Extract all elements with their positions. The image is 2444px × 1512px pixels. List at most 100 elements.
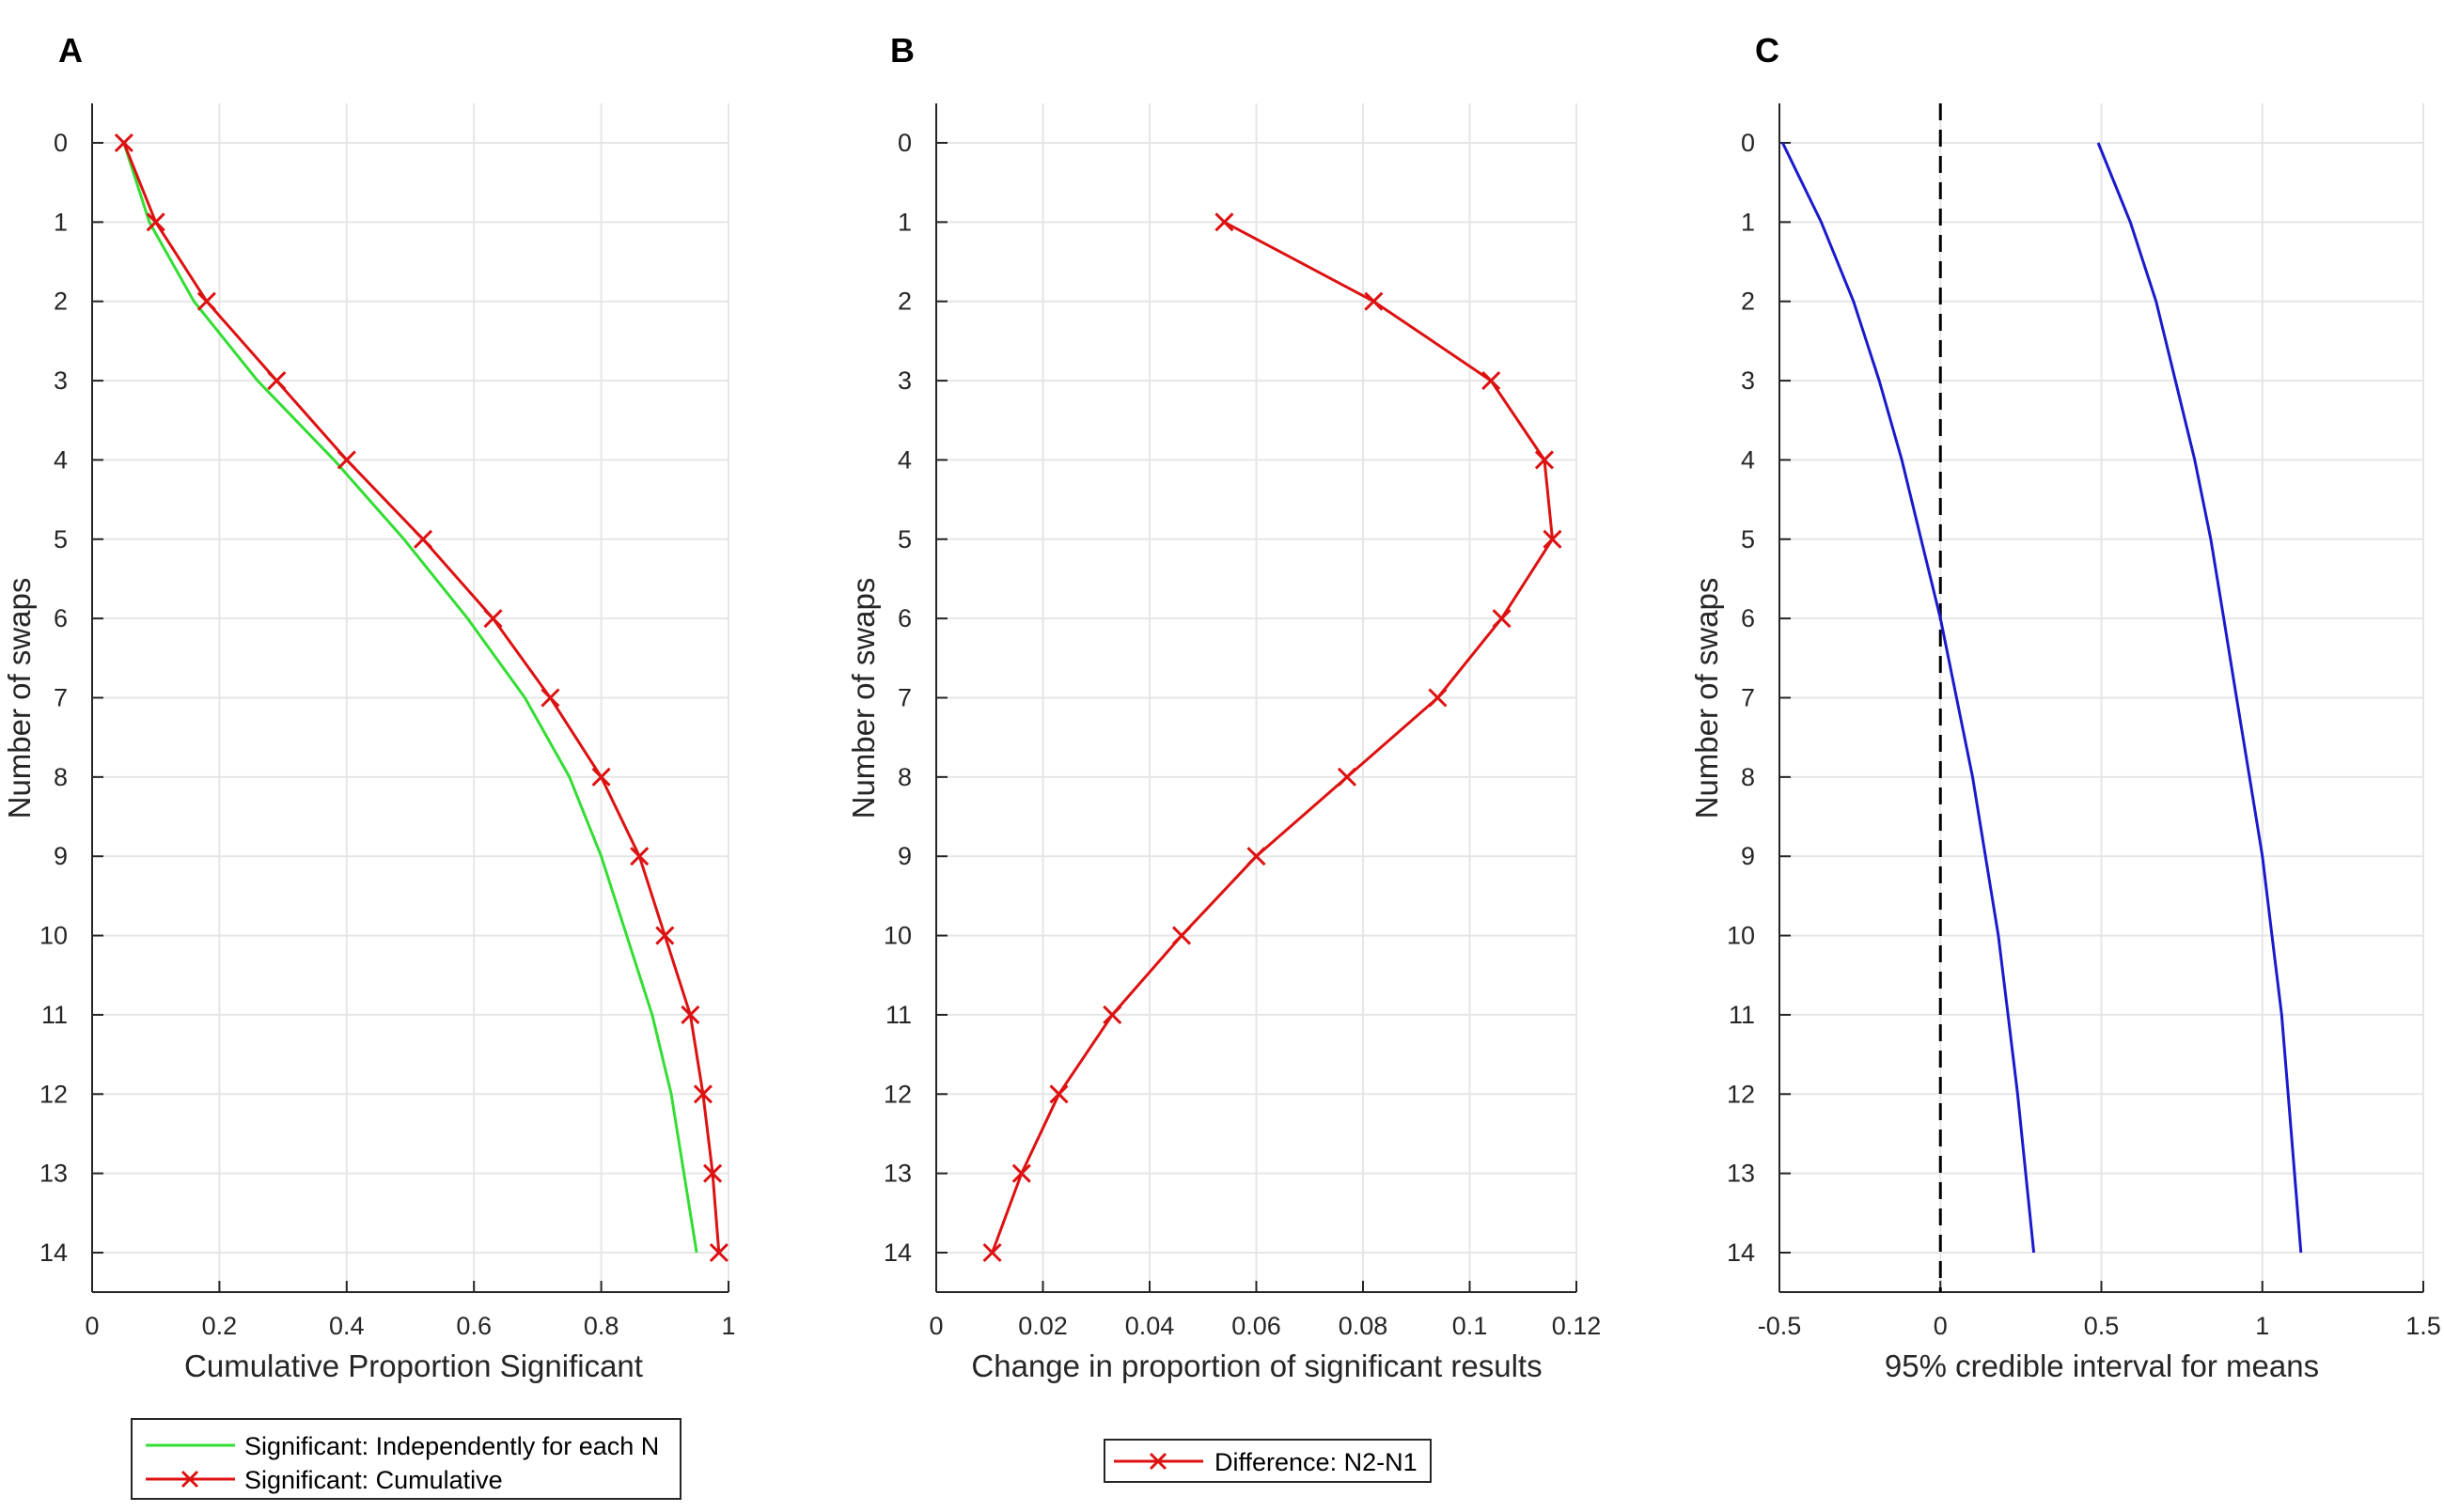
panel-a-y-tick-label-2: 2	[54, 288, 68, 316]
panel-a-y-tick-label-9: 9	[54, 842, 68, 870]
panel-a-y-tick-label-1: 1	[54, 208, 68, 236]
panel-c-y-tick-label-9: 9	[1741, 842, 1755, 870]
panel-a-y-tick-label-11: 11	[41, 1001, 68, 1029]
panel-a-series-1-point-8	[591, 767, 611, 787]
panel-b-series-0-point-9	[1171, 926, 1192, 945]
panel-b: B Change in proportion of significant re…	[846, 31, 1601, 1383]
panel-b-x-tick-label-3: 0.06	[1231, 1312, 1281, 1340]
panel-a-series-1-point-14	[709, 1242, 728, 1263]
panel-a-series-1-point-6	[483, 609, 503, 629]
panel-a-series-1-point-4	[337, 450, 356, 470]
panel-b-x-tick-label-4: 0.08	[1339, 1312, 1388, 1340]
panel-a-legend: Significant: Independently for each N Si…	[131, 1418, 682, 1500]
panel-b-series-0-point-13	[982, 1242, 1002, 1263]
panel-b-series-0-point-12	[1011, 1163, 1031, 1183]
panel-b-series-0-point-3	[1534, 450, 1555, 470]
panel-b-y-tick-label-6: 6	[898, 604, 912, 632]
panel-c-y-tick-label-12: 12	[1727, 1080, 1755, 1108]
panel-c-y-tick-label-10: 10	[1727, 922, 1755, 950]
panel-a-series-1-point-5	[413, 529, 433, 549]
panel-c-x-tick-label-2: 0.5	[2084, 1312, 2120, 1340]
panel-a: A Cumulative Proportion Significant Numb…	[2, 31, 736, 1383]
panel-b-y-tick-label-12: 12	[884, 1080, 912, 1108]
panel-a-y-tick-label-4: 4	[54, 445, 68, 474]
panel-c-y-axis-label: Number of swaps	[1689, 578, 1724, 819]
panel-a-series-1-point-9	[630, 847, 650, 866]
panel-b-y-tick-label-3: 3	[898, 366, 912, 395]
panel-c-x-tick-label-3: 1	[2255, 1312, 2269, 1340]
panel-c-x-tick-label-1: 0	[1934, 1312, 1948, 1340]
panel-b-y-tick-label-11: 11	[885, 1001, 912, 1029]
panel-c-y-tick-label-6: 6	[1741, 604, 1755, 632]
panel-a-x-tick-label-2: 0.4	[329, 1312, 365, 1340]
panel-b-y-tick-label-13: 13	[884, 1160, 912, 1188]
panel-a-x-tick-label-1: 0.2	[202, 1312, 238, 1340]
legend-label-independent: Significant: Independently for each N	[244, 1432, 659, 1460]
panel-a-y-tick-label-6: 6	[54, 604, 68, 632]
panel-c-label: C	[1755, 31, 1779, 70]
panel-b-y-tick-label-1: 1	[898, 208, 912, 236]
legend-label-cumulative: Significant: Cumulative	[244, 1466, 503, 1494]
panel-c-series-1-line	[2096, 142, 2303, 1254]
panel-b-legend: Difference: N2-N1	[1104, 1439, 1432, 1483]
panel-a-series-1-point-7	[540, 688, 560, 708]
panel-b-x-tick-label-2: 0.04	[1125, 1312, 1175, 1340]
panel-a-y-tick-label-8: 8	[54, 763, 68, 791]
panel-a-y-tick-label-13: 13	[39, 1160, 68, 1188]
panel-a-series-1-point-1	[146, 212, 165, 232]
panel-b-series-0-point-0	[1214, 212, 1234, 232]
panel-c-y-tick-label-13: 13	[1727, 1160, 1755, 1188]
panel-b-series-0-point-5	[1492, 609, 1512, 629]
panel-b-y-tick-label-9: 9	[898, 842, 912, 870]
panel-c-y-tick-label-1: 1	[1741, 208, 1755, 236]
panel-a-legend-box	[131, 1418, 682, 1500]
panel-c-x-axis-label: 95% credible interval for means	[1885, 1348, 2319, 1383]
panel-b-y-tick-label-2: 2	[898, 288, 912, 316]
panel-b-series-0-point-1	[1364, 291, 1384, 311]
panel-c-y-tick-label-5: 5	[1741, 525, 1755, 553]
panel-a-x-tick-label-0: 0	[85, 1312, 99, 1340]
panel-b-y-tick-label-4: 4	[898, 445, 912, 474]
panel-a-series-1-point-2	[196, 291, 216, 311]
panel-c-y-tick-label-0: 0	[1741, 129, 1755, 157]
panel-b-y-tick-label-10: 10	[884, 922, 912, 950]
panel-a-y-axis-label: Number of swaps	[2, 578, 37, 819]
panel-a-x-tick-label-4: 0.8	[584, 1312, 619, 1340]
panel-b-series-0-point-11	[1049, 1084, 1069, 1104]
panel-a-series-0-line	[122, 142, 698, 1254]
panel-b-series-0-point-4	[1543, 529, 1562, 549]
panel-a-y-tick-label-10: 10	[39, 922, 68, 950]
panel-b-x-axis-label: Change in proportion of significant resu…	[971, 1348, 1542, 1383]
panel-c-y-tick-label-14: 14	[1727, 1239, 1755, 1267]
panel-a-series-1-point-10	[655, 926, 675, 945]
panel-a-series-1-point-3	[267, 371, 287, 391]
legend-marker-difference	[1149, 1452, 1167, 1471]
panel-a-x-tick-label-5: 1	[721, 1312, 735, 1340]
panel-b-label: B	[890, 31, 915, 70]
panel-a-label: A	[58, 31, 83, 70]
panel-a-series-1-point-0	[114, 132, 133, 153]
panel-b-series-0-point-8	[1246, 847, 1266, 866]
panel-a-y-tick-label-7: 7	[54, 684, 68, 712]
panel-c-y-tick-label-11: 11	[1729, 1001, 1755, 1029]
panel-c-y-tick-label-2: 2	[1741, 288, 1755, 316]
panel-c-y-tick-label-3: 3	[1741, 366, 1755, 395]
panel-b-y-tick-label-8: 8	[898, 763, 912, 791]
panel-a-y-tick-label-0: 0	[54, 129, 68, 157]
panel-b-series-0-point-2	[1481, 371, 1501, 391]
panel-b-x-tick-label-5: 0.1	[1452, 1312, 1488, 1340]
panel-a-y-tick-label-5: 5	[54, 525, 68, 553]
panel-c-x-tick-label-0: -0.5	[1758, 1312, 1802, 1340]
panel-b-y-tick-label-7: 7	[898, 684, 912, 712]
panel-b-y-tick-label-0: 0	[898, 129, 912, 157]
panel-a-y-tick-label-3: 3	[54, 366, 68, 395]
panel-b-x-tick-label-6: 0.12	[1552, 1312, 1602, 1340]
panel-c-y-tick-label-4: 4	[1741, 445, 1755, 474]
panel-b-series-0-point-10	[1103, 1005, 1122, 1024]
panel-c-y-tick-label-7: 7	[1741, 684, 1755, 712]
panel-a-series-1-point-11	[681, 1005, 700, 1024]
panel-a-y-tick-label-12: 12	[39, 1080, 68, 1108]
panel-a-series-1-point-13	[703, 1163, 723, 1183]
panel-a-series-1-point-12	[693, 1084, 713, 1104]
panel-b-x-tick-label-1: 0.02	[1018, 1312, 1068, 1340]
